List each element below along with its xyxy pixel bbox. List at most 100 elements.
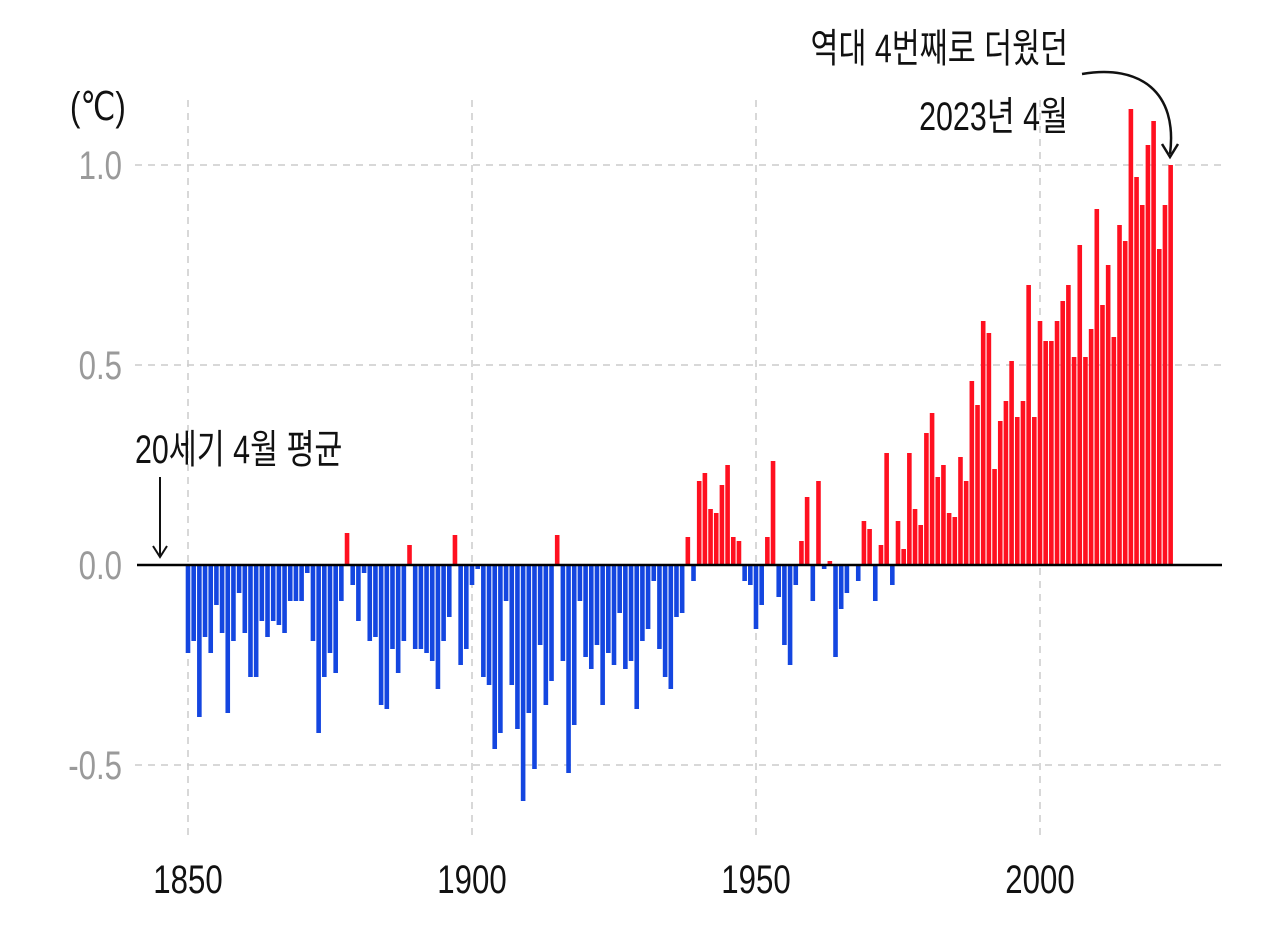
bar-1999 (1032, 417, 1037, 565)
bar-1861 (248, 565, 253, 677)
bar-1971 (872, 565, 878, 601)
bar-2001 (1043, 341, 1048, 565)
bar-1862 (253, 565, 259, 677)
bar-1931 (645, 565, 651, 629)
bar-1991 (986, 333, 992, 565)
bar-1863 (259, 565, 265, 621)
bar-1939 (691, 565, 696, 581)
bar-1982 (935, 477, 941, 565)
bar-1944 (719, 485, 725, 565)
bar-2017 (1134, 177, 1139, 565)
bar-1851 (191, 565, 196, 641)
bar-1961 (816, 481, 821, 565)
bar-1941 (702, 473, 708, 565)
bar-1911 (532, 565, 537, 769)
bar-1874 (322, 565, 327, 677)
bar-2014 (1117, 225, 1122, 565)
bar-1852 (197, 565, 202, 717)
bar-1969 (861, 521, 867, 565)
bar-2016 (1128, 109, 1134, 565)
bar-1966 (844, 565, 850, 593)
bar-1953 (770, 461, 776, 565)
bar-1947 (736, 541, 742, 565)
bar-1880 (356, 565, 361, 621)
bar-1962 (821, 565, 827, 569)
highlight-annotation-line2: 2023년 4월 (919, 94, 1068, 139)
x-axis-ticks: 1850 1900 1950 2000 (153, 857, 1074, 902)
bar-1932 (651, 565, 657, 581)
bar-2004 (1060, 301, 1066, 565)
bar-1879 (350, 565, 356, 585)
bar-1892 (424, 565, 429, 653)
bar-1865 (270, 565, 276, 621)
bar-1942 (708, 509, 713, 565)
bar-1914 (549, 565, 554, 681)
bar-1948 (742, 565, 747, 581)
bar-1882 (367, 565, 373, 641)
bar-1876 (333, 565, 338, 673)
bar-1923 (600, 565, 605, 705)
bar-2005 (1066, 285, 1071, 565)
bar-2003 (1054, 321, 1060, 565)
bar-1938 (685, 537, 691, 565)
bar-1993 (997, 421, 1003, 565)
bar-1917 (566, 565, 571, 773)
bar-1958 (799, 541, 804, 565)
bar-2015 (1122, 241, 1128, 565)
bar-1857 (225, 565, 231, 713)
bar-1867 (282, 565, 287, 633)
bar-1957 (793, 565, 799, 585)
bar-1968 (855, 565, 861, 581)
bar-1950 (753, 565, 759, 629)
bar-1974 (890, 565, 895, 585)
bar-1889 (407, 545, 412, 565)
bar-1873 (316, 565, 321, 733)
bar-1887 (395, 565, 401, 673)
bar-1878 (344, 533, 350, 565)
bar-1881 (361, 565, 367, 573)
bar-1906 (503, 565, 509, 601)
bar-2012 (1105, 265, 1111, 565)
bar-1902 (481, 565, 486, 677)
bar-1890 (412, 565, 418, 649)
bar-1872 (310, 565, 316, 641)
bar-1856 (219, 565, 225, 633)
bar-2021 (1156, 249, 1162, 565)
bar-1864 (265, 565, 270, 637)
bar-1853 (202, 565, 208, 637)
bar-1899 (464, 565, 469, 649)
bar-1877 (339, 565, 344, 601)
bar-2010 (1094, 209, 1100, 565)
x-tick-label: 1850 (153, 857, 222, 902)
bar-1935 (668, 565, 674, 689)
bar-1897 (452, 535, 458, 565)
bar-2006 (1071, 357, 1077, 565)
bar-1918 (571, 565, 577, 725)
bar-1920 (583, 565, 588, 657)
bar-1859 (236, 565, 242, 593)
bar-2019 (1145, 145, 1151, 565)
bar-1984 (946, 513, 952, 565)
bar-2008 (1083, 357, 1088, 565)
bar-1980 (924, 433, 929, 565)
y-tick-label: 0.0 (79, 543, 122, 588)
bar-1963 (827, 561, 833, 565)
bar-1977 (907, 453, 912, 565)
bar-1868 (287, 565, 293, 601)
bar-1972 (878, 545, 884, 565)
bar-2011 (1100, 305, 1105, 565)
bar-1885 (384, 565, 390, 709)
bar-1850 (185, 565, 191, 653)
bar-1907 (509, 565, 515, 685)
bar-1990 (980, 321, 986, 565)
bar-1949 (748, 565, 753, 585)
bar-2013 (1111, 337, 1117, 565)
bar-1905 (498, 565, 503, 733)
bar-1929 (634, 565, 640, 709)
bar-1898 (458, 565, 463, 665)
bar-1945 (725, 465, 730, 565)
bar-1858 (231, 565, 236, 641)
bar-1952 (765, 537, 770, 565)
